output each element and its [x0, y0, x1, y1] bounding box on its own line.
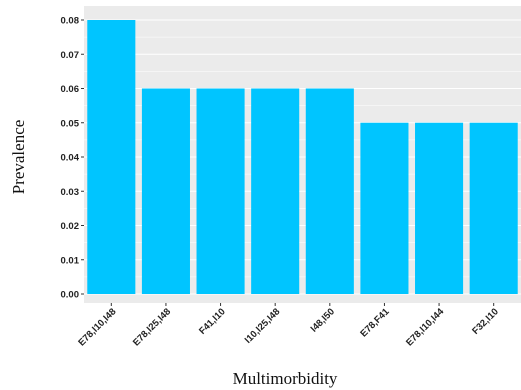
x-axis-title: Multimorbidity — [233, 369, 338, 388]
y-tick-label: 0.06 — [61, 84, 80, 95]
bar — [469, 122, 518, 294]
y-axis-title: Prevalence — [9, 120, 28, 195]
y-tick-label: 0.01 — [61, 255, 80, 266]
bar — [415, 122, 464, 294]
y-tick-label: 0.03 — [61, 187, 80, 198]
bar — [87, 20, 136, 294]
bar — [251, 88, 300, 294]
bar — [360, 122, 409, 294]
x-tick-label: E78,I10,I48 — [76, 306, 118, 348]
x-tick-label: E78,I25,I48 — [131, 306, 173, 348]
bar — [196, 88, 245, 294]
y-tick-label: 0.07 — [61, 50, 80, 61]
y-tick-label: 0.08 — [61, 16, 80, 27]
x-tick-label: F41,I10 — [197, 306, 228, 337]
x-tick-label: E78,F41 — [358, 306, 392, 340]
bar — [141, 88, 190, 294]
bars — [87, 20, 518, 294]
y-tick-label: 0.00 — [61, 290, 80, 301]
y-tick-label: 0.05 — [61, 118, 80, 129]
x-tick-label: I10,I25,I48 — [243, 306, 283, 346]
bar — [305, 88, 354, 294]
x-tick-label: E78,I10,I44 — [404, 306, 447, 349]
y-axis: 0.00 0.01 0.02 0.03 0.04 0.05 0.06 0.07 0.08 — [61, 16, 84, 301]
x-tick-label: I48,I50 — [309, 306, 337, 334]
y-tick-label: 0.04 — [61, 153, 80, 164]
x-tick-label: F32,I10 — [470, 306, 501, 337]
y-tick-label: 0.02 — [61, 221, 80, 232]
x-axis: E78,I10,I48 E78,I25,I48 F41,I10 I10,I25,I48… — [76, 303, 501, 348]
